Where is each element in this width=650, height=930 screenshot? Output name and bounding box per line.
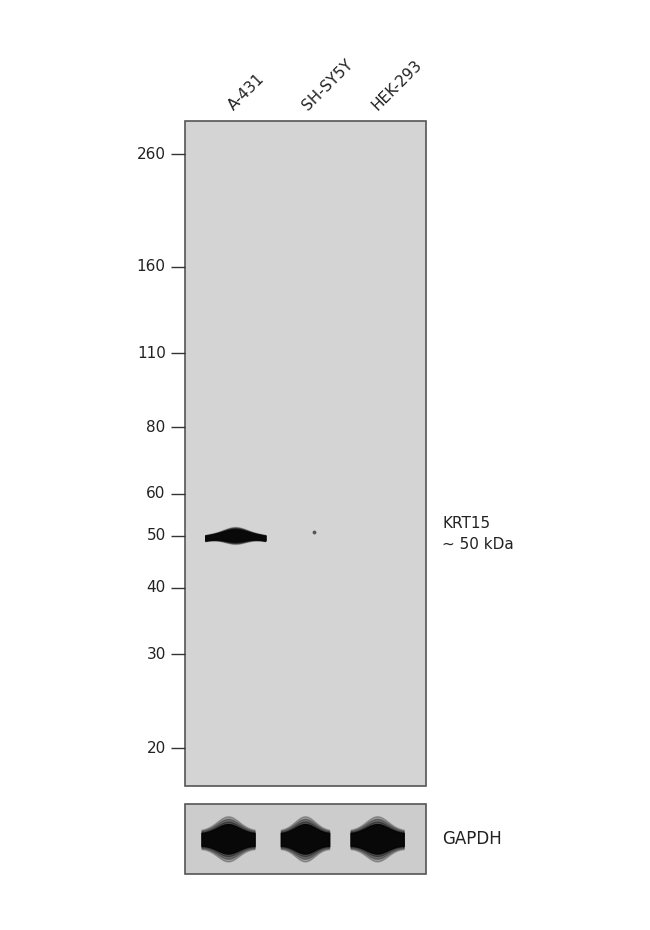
Text: 80: 80	[146, 419, 166, 434]
Text: 40: 40	[146, 580, 166, 595]
Polygon shape	[351, 825, 404, 854]
Bar	[185, 121, 426, 786]
Text: 110: 110	[137, 346, 166, 361]
Polygon shape	[281, 825, 330, 854]
Polygon shape	[281, 819, 330, 859]
Polygon shape	[351, 825, 404, 854]
Text: 60: 60	[146, 486, 166, 501]
Polygon shape	[281, 825, 330, 854]
Polygon shape	[351, 817, 404, 862]
Text: 160: 160	[136, 259, 166, 274]
Polygon shape	[351, 822, 404, 857]
Text: 30: 30	[146, 646, 166, 662]
Text: KRT15
~ 50 kDa: KRT15 ~ 50 kDa	[442, 516, 514, 552]
Polygon shape	[202, 822, 255, 857]
Polygon shape	[205, 530, 266, 542]
Polygon shape	[281, 817, 330, 862]
Polygon shape	[202, 817, 255, 862]
Polygon shape	[205, 530, 266, 542]
Polygon shape	[205, 527, 266, 544]
Polygon shape	[205, 528, 266, 544]
Text: GAPDH: GAPDH	[442, 830, 502, 848]
Bar	[185, 804, 426, 874]
Polygon shape	[202, 825, 255, 854]
Polygon shape	[202, 825, 255, 854]
Text: SH-SY5Y: SH-SY5Y	[300, 57, 356, 113]
Polygon shape	[202, 819, 255, 859]
Polygon shape	[351, 819, 404, 859]
Text: HEK-293: HEK-293	[369, 58, 425, 113]
Polygon shape	[281, 822, 330, 857]
Text: 20: 20	[146, 740, 166, 756]
Text: 260: 260	[136, 147, 166, 162]
Text: 50: 50	[146, 528, 166, 543]
Text: A-431: A-431	[225, 72, 267, 113]
Polygon shape	[205, 528, 266, 543]
Polygon shape	[205, 529, 266, 542]
